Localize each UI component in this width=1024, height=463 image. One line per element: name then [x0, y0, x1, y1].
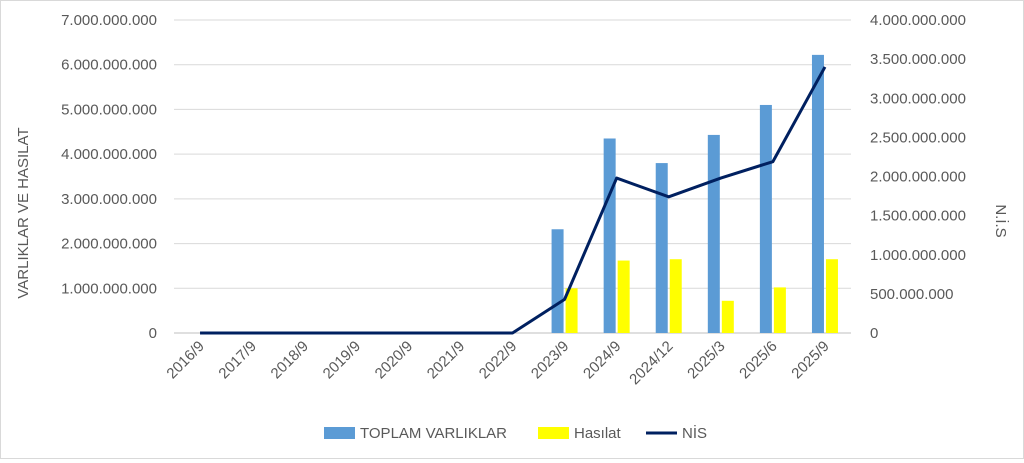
hasilat-bar: [565, 288, 578, 333]
left-tick-label: 6.000.000.000: [61, 57, 157, 74]
right-tick-label: 500.000.000: [870, 286, 953, 303]
left-tick-label: 7.000.000.000: [61, 12, 157, 29]
legend-label: TOPLAM VARLIKLAR: [360, 425, 507, 442]
x-tick-label: 2016/9: [163, 338, 207, 382]
hasilat-bar: [773, 287, 786, 333]
legend: TOPLAM VARLIKLAR Hasılat NİS: [324, 424, 707, 442]
x-tick-label: 2025/3: [684, 338, 728, 382]
x-tick-label: 2025/6: [736, 338, 780, 382]
right-tick-label: 1.500.000.000: [870, 208, 966, 225]
right-tick-label: 2.000.000.000: [870, 169, 966, 186]
y2-axis-label: N.İ.S: [992, 204, 1010, 237]
x-tick-label: 2019/9: [320, 338, 364, 382]
x-tick-label: 2023/9: [528, 338, 572, 382]
right-tick-label: 3.500.000.000: [870, 51, 966, 68]
toplam-varliklar-bar: [551, 229, 564, 333]
legend-label: Hasılat: [574, 425, 622, 442]
left-tick-label: 2.000.000.000: [61, 236, 157, 253]
x-tick-label: 2020/9: [372, 338, 416, 382]
left-tick-label: 1.000.000.000: [61, 280, 157, 297]
right-tick-label: 3.000.000.000: [870, 90, 966, 107]
toplam-varliklar-bar: [603, 138, 616, 333]
right-tick-label: 2.500.000.000: [870, 129, 966, 146]
x-axis-ticks: 2016/9 2017/9 2018/9 2019/9 2020/9 2021/9 2022…: [163, 338, 832, 388]
left-tick-label: 5.000.000.000: [61, 101, 157, 118]
right-axis-ticks: 0 500.000.000 1.000.000.000 1.500.000.000 2.…: [870, 12, 966, 342]
x-tick-label: 2018/9: [268, 338, 312, 382]
toplam-varliklar-bar: [759, 104, 772, 333]
nis-line-group: [200, 66, 827, 335]
x-tick-label: 2024/12: [626, 338, 676, 388]
hasilat-bar: [721, 300, 734, 333]
left-tick-label: 0: [149, 325, 157, 342]
x-tick-label: 2017/9: [215, 338, 259, 382]
legend-swatch: [538, 427, 569, 439]
toplam-varliklar-bar: [811, 54, 824, 334]
hasilat-bar: [617, 260, 630, 333]
x-tick-label: 2022/9: [476, 338, 520, 382]
hasilat-bar: [825, 259, 838, 333]
right-tick-label: 4.000.000.000: [870, 12, 966, 29]
right-tick-label: 0: [870, 325, 878, 342]
x-tick-label: 2025/9: [788, 338, 832, 382]
nis-line: [200, 66, 827, 335]
left-tick-label: 3.000.000.000: [61, 191, 157, 208]
toplam-varliklar-bar: [707, 134, 720, 333]
bars: [551, 54, 838, 334]
hasilat-bar: [669, 259, 682, 333]
right-tick-label: 1.000.000.000: [870, 247, 966, 264]
y-axis-label: VARLIKLAR VE HASILAT: [15, 127, 32, 298]
legend-label: NİS: [682, 424, 707, 442]
toplam-varliklar-bar: [655, 163, 668, 333]
x-tick-label: 2021/9: [424, 338, 468, 382]
legend-swatch: [324, 427, 355, 439]
left-tick-label: 4.000.000.000: [61, 146, 157, 163]
x-tick-label: 2024/9: [580, 338, 624, 382]
left-axis-ticks: 0 1.000.000.000 2.000.000.000 3.000.000.000…: [61, 12, 157, 342]
gridlines: [174, 19, 851, 334]
